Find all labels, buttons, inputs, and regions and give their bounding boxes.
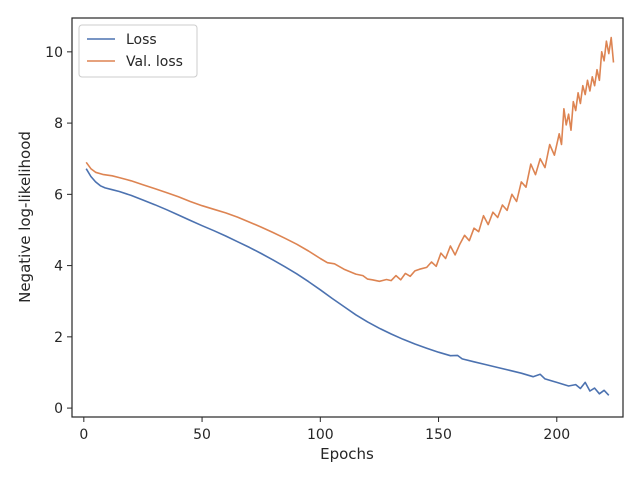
legend: Loss Val. loss (78, 24, 198, 78)
legend-label-val-loss: Val. loss (126, 54, 183, 70)
x-tick-label: 50 (193, 427, 211, 443)
y-tick-label: 8 (54, 116, 63, 132)
x-tick-label: 0 (79, 427, 88, 443)
legend-label-loss: Loss (126, 32, 157, 48)
x-tick-label: 100 (307, 427, 334, 443)
y-tick-label: 0 (54, 401, 63, 417)
y-tick-label: 10 (45, 45, 63, 61)
y-tick-label: 6 (54, 187, 63, 203)
plot-lines (85, 36, 615, 396)
x-tick-label: 200 (543, 427, 570, 443)
x-tick-label: 150 (425, 427, 452, 443)
series-line-val-loss (85, 36, 615, 283)
legend-box (78, 24, 198, 78)
y-tick-label: 2 (54, 330, 63, 346)
plot-frame (71, 17, 624, 418)
y-tick-label: 4 (54, 259, 63, 275)
axis-ticks: 0 50 100 150 200 0 2 4 6 8 10 (45, 45, 570, 443)
x-axis-title: Epochs (320, 445, 374, 463)
y-axis-title: Negative log-likelihood (16, 131, 34, 303)
series-line-loss (85, 168, 610, 396)
